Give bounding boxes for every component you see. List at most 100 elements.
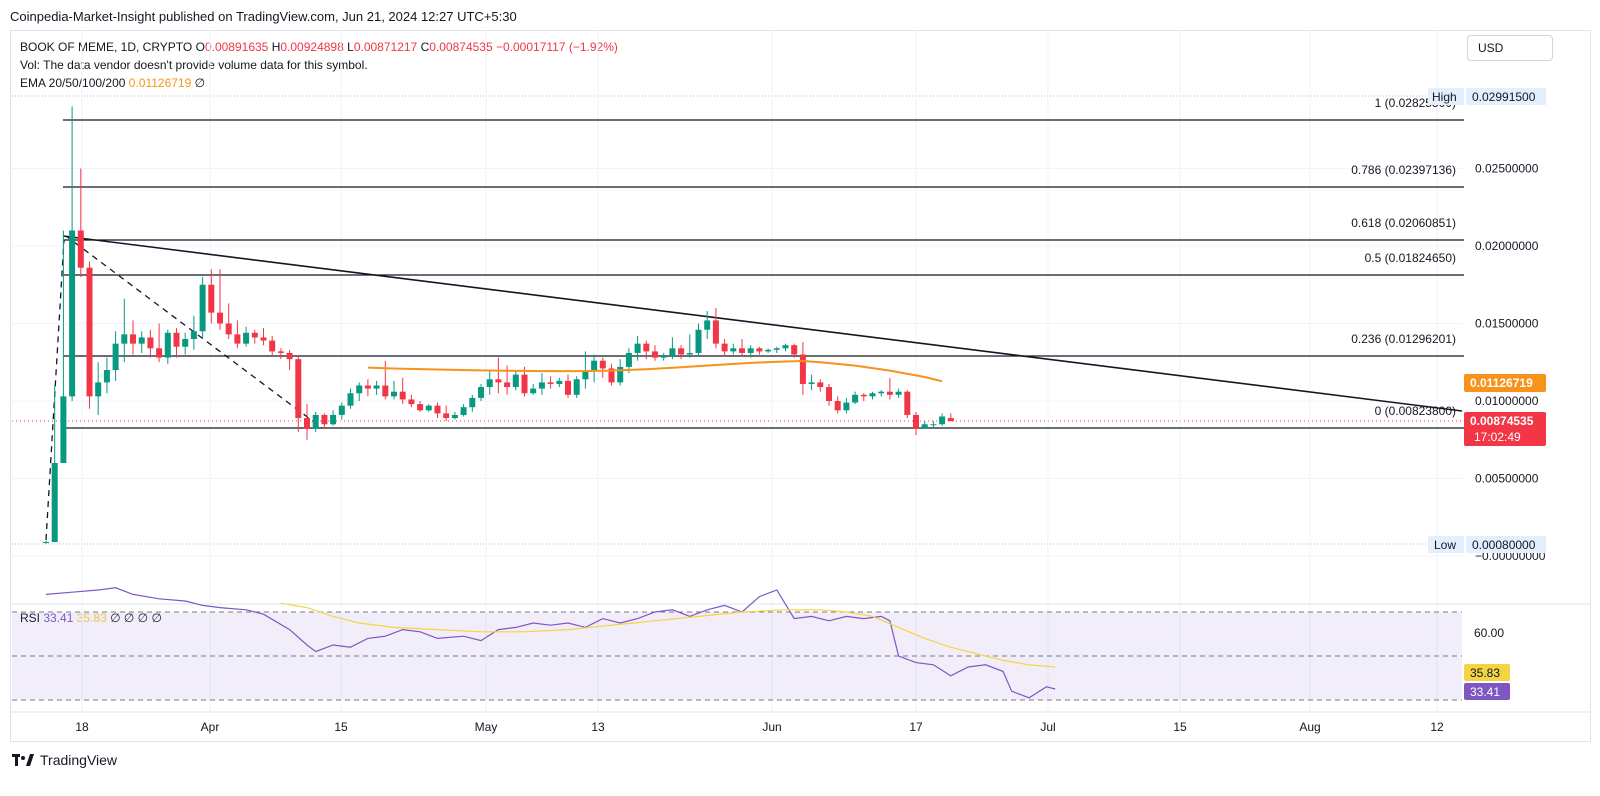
- currency-button[interactable]: USD: [1467, 35, 1553, 61]
- time-axis-label: 15: [1173, 720, 1187, 734]
- candle-body: [704, 320, 711, 330]
- ema-series-line: [367, 360, 943, 383]
- rsi-legend[interactable]: RSI 33.41 35.83 ∅ ∅ ∅ ∅: [20, 611, 162, 625]
- time-axis-label: 15: [334, 720, 348, 734]
- candle-body: [295, 359, 302, 419]
- candle-body: [860, 394, 867, 397]
- candle-body: [443, 413, 450, 419]
- candle-body: [399, 391, 406, 400]
- candle-body: [695, 329, 702, 353]
- candle-body: [434, 405, 441, 414]
- candle-body: [608, 368, 615, 383]
- candle-body: [617, 366, 624, 383]
- time-axis: 18 Apr 15 May 13 Jun 17 Jul 15 Aug 12: [10, 711, 1591, 734]
- candle-body: [512, 374, 519, 388]
- chart-frame: [10, 30, 1591, 742]
- candle-body: [217, 312, 223, 324]
- candle-body: [947, 418, 954, 422]
- candle-body: [895, 391, 902, 395]
- candle-body: [199, 284, 206, 332]
- candle-body: [721, 343, 728, 352]
- candle-body: [321, 414, 328, 425]
- candle-body: [939, 416, 946, 425]
- candle-body: [625, 352, 632, 367]
- candle-body: [782, 345, 789, 349]
- candle-body: [913, 414, 919, 429]
- rsi-ma-tag: [1464, 664, 1510, 681]
- candle-body: [251, 332, 258, 338]
- time-axis-label: 12: [1430, 720, 1444, 734]
- last-price-tag: [1464, 412, 1546, 446]
- low-tag-value: 0.00080000: [1472, 538, 1536, 552]
- symbol-legend: BOOK OF MEME, 1D, CRYPTO O0.00891635 H0.…: [20, 39, 618, 55]
- fib-level-label: 0.618 (0.02060851): [1351, 216, 1456, 230]
- candle-body: [486, 379, 493, 388]
- candle-body: [112, 343, 119, 370]
- candle-body: [86, 267, 93, 397]
- symbol-name[interactable]: BOOK OF MEME, 1D, CRYPTO: [20, 40, 193, 54]
- candle-body: [478, 387, 484, 398]
- rsi-extra: ∅ ∅ ∅ ∅: [110, 611, 162, 625]
- close-value: 0.00874535: [429, 40, 493, 54]
- candle-body: [904, 391, 911, 415]
- candle-body: [304, 418, 310, 429]
- rsi-ma-value: 35.83: [76, 611, 107, 625]
- candle-body: [147, 337, 154, 349]
- tradingview-logo[interactable]: TradingView: [12, 752, 117, 768]
- candle-body: [538, 382, 545, 389]
- candle-body: [338, 405, 345, 415]
- candle-body: [77, 230, 84, 268]
- candle-body: [678, 348, 685, 355]
- high-tag-label: High: [1432, 90, 1457, 104]
- candle-body: [521, 374, 528, 394]
- price-axis-label: 0.01500000: [1475, 317, 1539, 331]
- rsi-value: 33.41: [43, 611, 74, 625]
- fib-level-label: 0.786 (0.02397136): [1351, 163, 1456, 177]
- high-value: 0.00924898: [280, 40, 344, 54]
- candle-body: [417, 404, 424, 411]
- candle-body: [495, 379, 502, 383]
- candle-body: [530, 388, 537, 394]
- candle-body: [103, 370, 110, 383]
- candle-body: [451, 414, 458, 419]
- candle-body: [869, 393, 876, 397]
- candle-body: [356, 385, 363, 394]
- grid-lines: [12, 30, 1462, 712]
- candle-body: [886, 391, 893, 395]
- ema-price-tag-value: 0.01126719: [1470, 376, 1533, 390]
- last-price-value: 0.00874535: [1470, 414, 1534, 428]
- candle-body: [269, 340, 276, 352]
- candle-body: [408, 399, 415, 405]
- publisher-line: Coinpedia-Market-Insight published on Tr…: [10, 9, 517, 24]
- ema-legend[interactable]: EMA 20/50/100/200 0.01126719 ∅: [20, 75, 205, 91]
- high-tag-box: [1428, 88, 1464, 105]
- candle-body: [138, 337, 145, 344]
- candle-body: [347, 393, 354, 406]
- candle-body: [634, 343, 641, 353]
- ema-label: EMA 20/50/100/200: [20, 76, 126, 90]
- high-tag-value: 0.02991500: [1472, 90, 1536, 104]
- candle-body: [921, 424, 928, 429]
- tradingview-icon: [12, 754, 34, 766]
- close-label: C: [420, 40, 430, 54]
- candle-body: [364, 385, 371, 389]
- candle-body: [425, 405, 432, 411]
- change-value: −0.00017117 (−1.92%): [495, 40, 618, 54]
- candle-body: [469, 397, 476, 408]
- candle-body: [643, 343, 650, 352]
- candle-body: [739, 348, 745, 353]
- rsi-axis-label: 60.00: [1474, 626, 1504, 640]
- rsi-ma-line: [280, 602, 1056, 668]
- candle-body: [765, 349, 772, 352]
- candle-body: [391, 391, 397, 397]
- candle-body: [69, 230, 76, 397]
- brand-name: TradingView: [40, 752, 118, 768]
- trend-lines: [45, 235, 1463, 541]
- candle-body: [712, 320, 719, 344]
- candle-body: [173, 332, 180, 347]
- volume-note: Vol: The data vendor doesn't provide vol…: [20, 58, 368, 72]
- candle-body: [330, 414, 337, 425]
- time-axis-label: 18: [75, 720, 89, 734]
- low-label: L: [347, 40, 354, 54]
